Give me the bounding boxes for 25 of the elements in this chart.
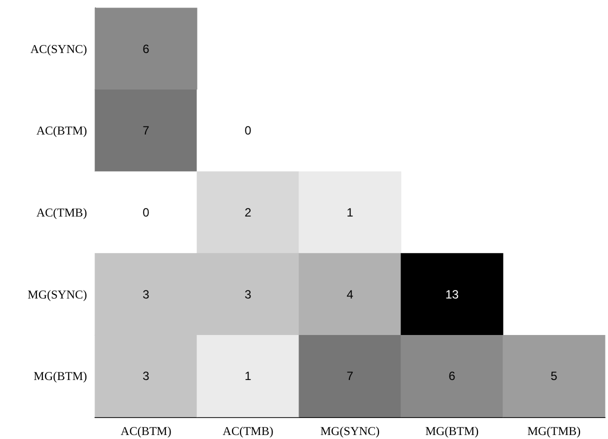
y-tick-label: AC(SYNC) [30,42,88,56]
x-tick-label: AC(BTM) [120,424,172,438]
data-label: 0 [244,124,252,138]
data-label: 3 [142,369,150,384]
data-label: 2 [244,206,252,220]
data-label: 6 [448,369,456,384]
y-tick-label: AC(TMB) [36,206,87,220]
data-label: 13 [445,287,459,302]
x-tick-label: MG(BTM) [425,424,479,438]
data-label: 3 [142,287,150,302]
data-label: 4 [346,287,354,302]
x-tick-label: MG(SYNC) [320,424,380,438]
data-label: 1 [244,369,252,384]
data-label: 6 [142,42,150,56]
data-label: 7 [142,124,150,138]
y-tick-label: AC(BTM) [36,124,87,138]
data-label: 0 [142,206,150,220]
x-tick-label: MG(TMB) [527,424,581,438]
data-label: 5 [550,369,558,384]
data-label: 3 [244,287,252,302]
y-tick-label: MG(BTM) [34,369,87,384]
y-tick-label: MG(SYNC) [28,287,87,302]
data-label: 7 [346,369,354,384]
x-tick-label: AC(TMB) [222,424,274,438]
data-label: 1 [346,206,354,220]
